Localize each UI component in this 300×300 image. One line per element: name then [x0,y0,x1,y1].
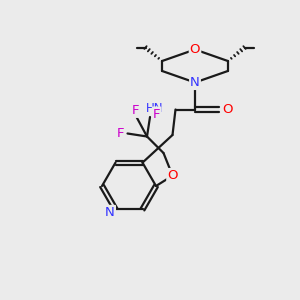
Text: N: N [190,76,200,89]
Text: F: F [117,127,125,140]
Text: N: N [105,206,115,219]
Text: O: O [222,103,233,116]
Text: O: O [167,169,178,182]
Text: F: F [153,107,160,121]
Text: HN: HN [146,101,163,115]
Text: F: F [131,104,139,117]
Text: O: O [190,43,200,56]
